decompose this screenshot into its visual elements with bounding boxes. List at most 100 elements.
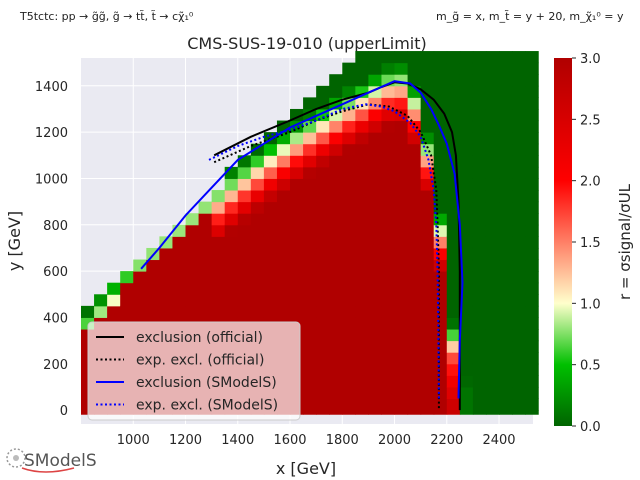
heatmap-cell <box>250 259 265 272</box>
heatmap-cell <box>120 271 134 284</box>
heatmap-cell <box>290 305 304 318</box>
heatmap-cell <box>512 236 526 249</box>
heatmap-cell <box>146 271 160 284</box>
heatmap-cell <box>394 398 409 411</box>
heatmap-cell <box>446 398 461 411</box>
heatmap-cell <box>198 271 213 284</box>
heatmap-cell <box>394 375 409 388</box>
heatmap-cell <box>407 340 422 353</box>
heatmap-cell <box>446 85 461 98</box>
heatmap-cell <box>485 62 500 75</box>
heatmap-cell <box>485 132 500 145</box>
heatmap-cell <box>381 340 396 353</box>
heatmap-cell <box>368 294 382 307</box>
heatmap-cell <box>512 97 526 110</box>
heatmap-cell <box>368 190 382 203</box>
heatmap-cell <box>368 155 382 168</box>
heatmap-cell <box>198 236 213 249</box>
heatmap-cell <box>329 224 343 237</box>
heatmap-cell <box>368 132 382 145</box>
heatmap-cell <box>512 329 526 342</box>
heatmap-cell <box>485 120 500 133</box>
heatmap-cell <box>459 51 474 64</box>
heatmap-cell <box>316 282 330 295</box>
heatmap-cell <box>381 178 396 191</box>
heatmap-cell <box>407 398 422 411</box>
heatmap-cell <box>512 62 526 75</box>
heatmap-cell <box>198 201 213 214</box>
heatmap-cell <box>342 317 356 330</box>
heatmap-cell <box>237 190 252 203</box>
heatmap-cell <box>446 224 461 237</box>
heatmap-cell <box>368 120 382 133</box>
heatmap-cell <box>381 120 396 133</box>
heatmap-cell <box>407 166 422 179</box>
heatmap-cell <box>303 271 317 284</box>
heatmap-cell <box>303 363 317 376</box>
heatmap-cell <box>368 352 382 365</box>
chart-title: CMS-SUS-19-010 (upperLimit) <box>187 34 426 53</box>
heatmap-cell <box>355 155 369 168</box>
heatmap-cell <box>525 236 539 249</box>
heatmap-cell <box>355 62 369 75</box>
heatmap-cell <box>381 247 396 261</box>
heatmap-cell <box>512 305 526 318</box>
curve-exp-excl-smodels- <box>208 103 440 399</box>
heatmap-cell <box>237 259 252 272</box>
heatmap-cell <box>407 363 422 376</box>
heatmap-cell <box>198 224 213 237</box>
heatmap-cell <box>485 317 500 330</box>
heatmap-cell <box>198 282 213 295</box>
heatmap-cell <box>485 398 500 411</box>
heatmap-cell <box>303 247 317 261</box>
heatmap-cell <box>433 213 448 226</box>
heatmap-cell <box>303 386 317 400</box>
heatmap-cell <box>459 340 474 353</box>
heatmap-cell <box>276 247 291 261</box>
heatmap-cell <box>276 132 291 145</box>
heatmap-cell <box>211 259 226 272</box>
heatmap-cell <box>459 224 474 237</box>
heatmap-cell <box>394 155 409 168</box>
heatmap-cell <box>355 120 369 133</box>
heatmap-cell <box>355 143 369 156</box>
heatmap-cell <box>499 305 513 318</box>
x-tick-label: 1600 <box>273 433 306 448</box>
heatmap-cell <box>420 386 435 400</box>
heatmap-cell <box>172 236 187 249</box>
heatmap-cell <box>211 236 226 249</box>
heatmap-cell <box>420 201 435 214</box>
heatmap-cell <box>512 51 526 64</box>
heatmap-cell <box>303 132 317 145</box>
heatmap-cell <box>303 213 317 226</box>
heatmap-cell <box>499 375 513 388</box>
heatmap-cell <box>433 294 448 307</box>
legend-label: exclusion (SModelS) <box>136 375 277 391</box>
heatmap-cell <box>459 294 474 307</box>
heatmap-cell <box>420 155 435 168</box>
heatmap-cell <box>198 213 213 226</box>
heatmap-cell <box>381 108 396 122</box>
heatmap-cell <box>159 305 173 318</box>
heatmap-cell <box>185 259 200 272</box>
heatmap-cell <box>472 62 487 75</box>
heatmap-cell <box>407 201 422 214</box>
heatmap-cell <box>381 398 396 411</box>
heatmap-cell <box>394 247 409 261</box>
heatmap-cell <box>381 155 396 168</box>
heatmap-cell <box>420 329 435 342</box>
heatmap-cell <box>446 282 461 295</box>
heatmap-cell <box>446 340 461 353</box>
heatmap-cell <box>355 51 369 64</box>
heatmap-cell <box>472 410 487 415</box>
heatmap-cell <box>159 294 173 307</box>
heatmap-cell <box>446 352 461 365</box>
heatmap-cell <box>342 74 356 87</box>
heatmap-cell <box>381 166 396 179</box>
heatmap-cell <box>485 271 500 284</box>
x-tick-label: 1800 <box>326 433 359 448</box>
heatmap-cell <box>485 329 500 342</box>
heatmap-cell <box>198 305 213 318</box>
heatmap-cell <box>433 317 448 330</box>
heatmap-cell <box>472 213 487 226</box>
